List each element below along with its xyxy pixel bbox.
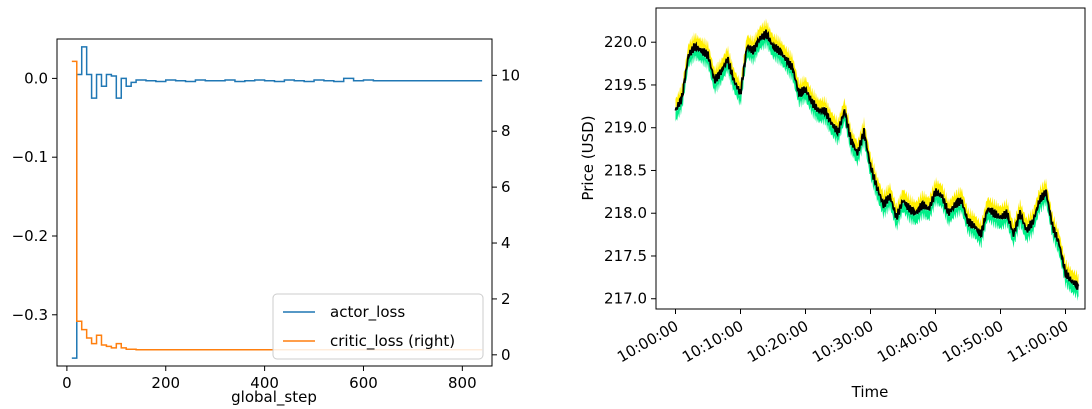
series-line-critic-loss-right — [71, 60, 483, 351]
loss-left-y-tick-label: −0.1 — [12, 148, 48, 166]
loss-chart: 0 200 400 600 800 −0.3 −0.2 −0.1 0.0 0 2 4 6 8 10 gl… — [12, 38, 520, 407]
price-y-tick-label: 217.0 — [604, 290, 647, 308]
loss-left-y-ticks: −0.3 −0.2 −0.1 0.0 — [12, 69, 57, 324]
loss-right-y-tick-label: 0 — [501, 346, 511, 364]
price-x-tick-label: 11:00:00 — [1004, 317, 1071, 366]
price-x-tick-label: 10:30:00 — [809, 317, 876, 366]
loss-right-y-tick-label: 2 — [501, 290, 511, 308]
price-series-layer — [674, 18, 1080, 302]
price-x-tick-label: 10:00:00 — [614, 317, 681, 366]
price-x-tick-label: 10:40:00 — [874, 317, 941, 366]
loss-left-y-tick-label: −0.3 — [12, 306, 48, 324]
price-lower-band — [675, 31, 1079, 302]
price-x-tick-label: 10:50:00 — [939, 317, 1006, 366]
loss-right-y-ticks: 0 2 4 6 8 10 — [492, 66, 520, 364]
price-x-tick-label: 10:20:00 — [744, 317, 811, 366]
loss-left-y-tick-label: 0.0 — [24, 69, 48, 87]
price-y-axis-label: Price (USD) — [579, 115, 597, 200]
series-line-actor-loss — [71, 46, 483, 359]
price-chart: 10:00:0010:10:0010:20:0010:30:0010:40:00… — [579, 7, 1086, 401]
loss-left-y-tick-label: −0.2 — [12, 227, 48, 245]
loss-x-tick-label: 600 — [349, 374, 378, 392]
price-x-tick-label: 10:10:00 — [679, 317, 746, 366]
price-y-tick-label: 219.5 — [604, 76, 647, 94]
price-y-tick-label: 219.0 — [604, 119, 647, 137]
loss-x-tick-label: 0 — [62, 374, 72, 392]
loss-right-y-tick-label: 8 — [501, 122, 511, 140]
loss-plot-frame — [56, 38, 493, 367]
price-y-tick-label: 217.5 — [604, 247, 647, 265]
price-x-ticks: 10:00:0010:10:0010:20:0010:30:0010:40:00… — [614, 309, 1072, 366]
loss-x-tick-label: 800 — [448, 374, 477, 392]
legend-box — [272, 293, 484, 360]
loss-x-axis-label: global_step — [231, 388, 317, 407]
loss-x-tick-label: 200 — [151, 374, 180, 392]
price-y-tick-label: 220.0 — [604, 33, 647, 51]
loss-legend: actor_loss critic_loss (right) — [272, 293, 484, 360]
legend-label-actor-loss: actor_loss — [330, 303, 405, 322]
price-mid-line — [674, 29, 1080, 290]
loss-x-tick-label: 400 — [250, 374, 279, 392]
legend-label-critic-loss: critic_loss (right) — [330, 332, 455, 351]
loss-right-y-tick-label: 6 — [501, 178, 511, 196]
price-upper-band — [675, 18, 1079, 289]
loss-right-y-tick-label: 4 — [501, 234, 511, 252]
price-x-axis-label: Time — [851, 383, 889, 401]
price-y-ticks: 217.0 217.5 218.0 218.5 219.0 219.5 220.0 — [604, 33, 656, 308]
loss-right-y-tick-label: 10 — [501, 66, 520, 84]
loss-x-ticks: 0 200 400 600 800 — [62, 366, 477, 392]
price-y-tick-label: 218.5 — [604, 161, 647, 179]
price-y-tick-label: 218.0 — [604, 204, 647, 222]
loss-series-layer — [71, 46, 483, 359]
